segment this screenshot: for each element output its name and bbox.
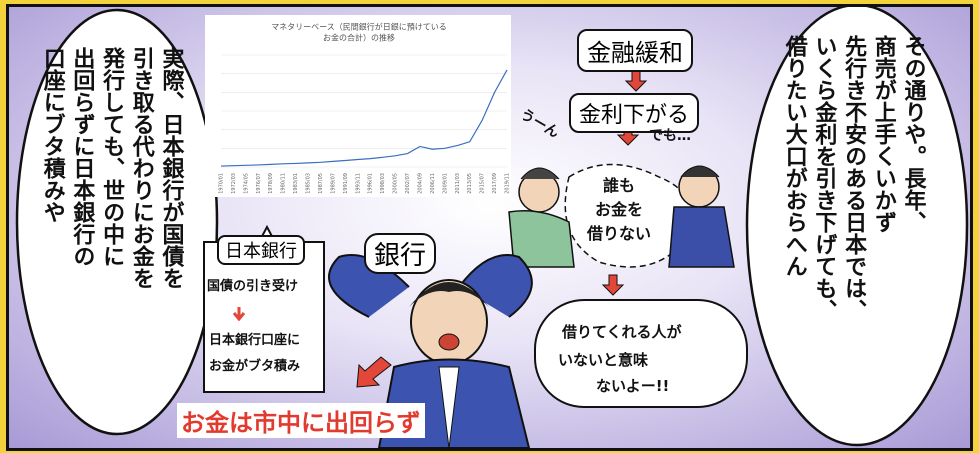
salaryman-right (669, 166, 734, 267)
salaryman-left (509, 168, 574, 267)
board-text: お金がブタ積み (209, 355, 300, 374)
chart-title: お金の合計）の推移 (323, 33, 395, 43)
x-tick-label: 2004/09 (417, 173, 423, 194)
bank-label: 銀行 (364, 233, 436, 274)
x-tick-label: 1970/01 (219, 173, 225, 194)
text-line: 出回らずに日本銀行の (67, 47, 97, 417)
text-line: お金を (587, 196, 651, 220)
text-line: その通りや。長年、 (898, 35, 928, 425)
x-tick-label: 1993/11 (355, 173, 361, 194)
text-line: いないと意味 (558, 349, 648, 370)
label-text: 日本銀行 (225, 241, 297, 262)
easing-label: 金融緩和 (577, 29, 693, 72)
x-tick-label: 1974/05 (243, 173, 249, 194)
x-tick-label: 1976/07 (256, 173, 262, 194)
conclusion: お金は市中に出回らず (177, 403, 425, 438)
x-tick-label: 2000/05 (393, 173, 399, 194)
but-text: でも… (649, 125, 691, 145)
panel: マネタリーベース（民間銀行が日銀に預けているお金の合計）の推移 1970/01 19… (0, 0, 979, 453)
text-line: ないよー!! (596, 375, 669, 396)
label-text: 銀行 (374, 241, 426, 271)
x-tick-label: 1985/03 (306, 173, 312, 194)
right-text: その通りや。長年、 商売が上手くいかず 先行き不安のある日本では、 いくら金利を… (779, 35, 927, 425)
comic-frame: マネタリーベース（民間銀行が日銀に預けているお金の合計）の推移 1970/01 19… (6, 4, 973, 451)
text-line: 先行き不安のある日本では、 (838, 35, 868, 425)
x-tick-label: 1991/09 (343, 173, 349, 194)
x-tick-label: 2017/09 (492, 173, 498, 194)
x-tick-label: 2006/11 (430, 173, 436, 194)
x-tick-label: 1996/01 (368, 173, 374, 194)
text-line: 商売が上手くいかず (868, 35, 898, 425)
x-tick-label: 1998/03 (380, 173, 386, 194)
x-tick-label: 1987/05 (318, 173, 324, 194)
board-text: 日本銀行口座に (209, 329, 300, 348)
text-line: 誰も (587, 172, 651, 196)
boj-label: 日本銀行 (217, 235, 305, 265)
x-tick-label: 1989/07 (330, 173, 336, 194)
x-tick-label: 2009/01 (442, 173, 448, 194)
text-line: 実際、日本銀行が国債を (156, 47, 186, 417)
text-line: 発行しても、世の中に (96, 47, 126, 417)
x-tick-label: 1972/03 (231, 173, 237, 194)
x-tick-label: 1978/09 (268, 173, 274, 194)
board-text: 国債の引き受け (207, 275, 298, 294)
text-line: いくら金利を引き下げても、 (809, 35, 839, 425)
x-tick-label: 2011/03 (455, 173, 461, 194)
x-tick-label: 2013/05 (467, 173, 473, 194)
x-tick-label: 1983/01 (293, 173, 299, 194)
x-tick-label: 1980/11 (281, 173, 287, 194)
text-line: 借りてくれる人が (562, 321, 682, 342)
text-line: 借りたい大口がおらへん (779, 35, 809, 425)
x-tick-label: 2002/07 (405, 173, 411, 194)
label-text: 金融緩和 (587, 39, 683, 67)
x-tick-label: 2015/07 (480, 173, 486, 194)
text-line: 口座にブタ積みや (37, 47, 67, 417)
lament-bubble: 借りてくれる人が いないと意味 ないよー!! (534, 299, 748, 408)
left-text: 実際、日本銀行が国債を 引き取る代わりにお金を 発行しても、世の中に 出回らずに… (37, 47, 185, 417)
text-line: 引き取る代わりにお金を (126, 47, 156, 417)
x-tick-label: 2019/11 (505, 173, 511, 194)
nobody-text: 誰も お金を 借りない (587, 172, 651, 244)
text-line: 借りない (587, 220, 651, 244)
chart-title: マネタリーベース（民間銀行が日銀に預けている (271, 22, 447, 32)
